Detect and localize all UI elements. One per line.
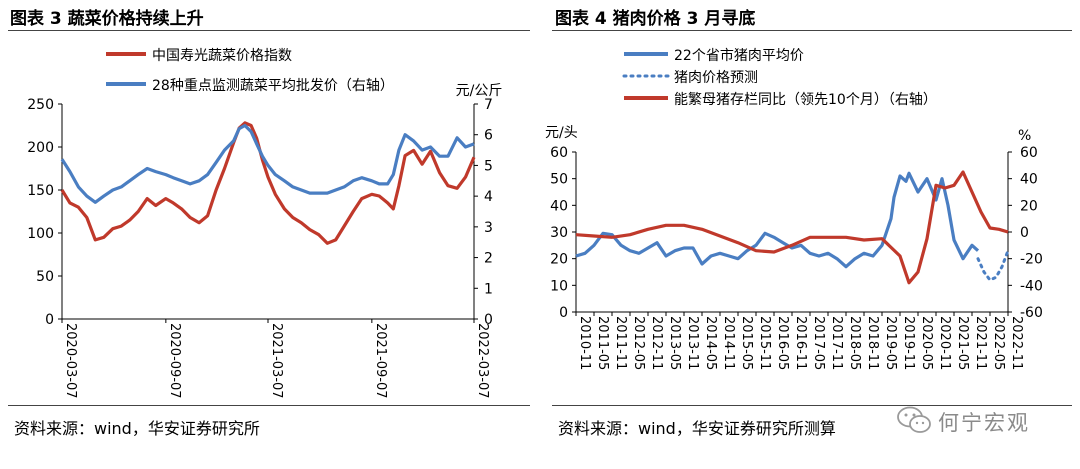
y-right-tick-label: -20 [1020,252,1043,268]
y-tick-label: 40 [550,198,568,214]
y-tick-label: 50 [36,269,54,285]
y-right-tick-label: 60 [1020,145,1038,161]
x-tick-label: 2020-03-07 [63,323,78,399]
wechat-icon [896,405,932,439]
y-tick-label: 50 [550,172,568,188]
x-tick-label: 2022-03-07 [475,323,490,399]
x-tick-label: 2021-03-07 [269,323,284,399]
left-figure-title: 图表 3 蔬菜价格持续上升 [10,9,204,29]
legend-label: 22个省市猪肉平均价 [674,47,804,64]
sow-inventory-yoy-line [575,170,1009,285]
y-right-tick-label: 5 [484,158,493,174]
watermark-text: 何宁宏观 [938,411,1030,435]
x-tick-label: 2022-05 [991,316,1006,370]
y-right-tick-label: 40 [1020,172,1038,188]
pork-price-line [575,171,980,269]
x-tick-label: 2016-11 [793,316,808,370]
y-tick-label: 20 [550,252,568,268]
x-tick-label: 2014-05 [703,316,718,370]
y-right-tick-label: -40 [1020,278,1043,294]
x-tick-label: 2020-09-07 [167,323,182,399]
y-right-tick-label: -60 [1020,305,1043,321]
x-tick-label: 2021-05 [955,316,970,370]
legend-label: 中国寿光蔬菜价格指数 [152,47,292,64]
x-tick-label: 2012-11 [649,316,664,370]
legend-label: 28种重点监测蔬菜平均批发价（右轴） [152,78,394,94]
y-right-tick-label: 0 [484,312,493,328]
x-tick-label: 2019-05 [883,316,898,370]
legend-label: 猪肉价格预测 [674,70,758,86]
y-right-axis-unit: 元/公斤 [456,83,503,99]
left-source-note: 资料来源：wind，华安证券研究所 [14,419,260,438]
x-tick-label: 2011-05 [595,316,610,370]
x-tick-label: 2017-11 [829,316,844,370]
right-title-rule [552,30,1072,31]
y-right-tick-label: 6 [484,128,493,144]
y-right-tick-label: 4 [484,189,493,205]
x-tick-label: 2021-09-07 [373,323,388,399]
x-tick-label: 2018-11 [865,316,880,370]
y-right-tick-label: 1 [484,281,493,297]
x-tick-label: 2015-05 [739,316,754,370]
y-right-tick-label: 3 [484,220,493,236]
x-tick-label: 2016-05 [775,316,790,370]
y-right-tick-label: 7 [484,97,493,113]
right-bottom-rule [552,405,1072,406]
y-tick-label: 10 [550,278,568,294]
y-axis-unit: 元/头 [545,125,578,141]
x-tick-label: 2014-11 [721,316,736,370]
x-tick-label: 2019-11 [901,316,916,370]
x-tick-label: 2012-05 [631,316,646,370]
vegetable-price-chart: 0 50 100 150 200 250 0 1 2 3 4 5 6 7元/公斤 2020-03-07 202… [27,47,503,399]
x-tick-label: 2010-11 [577,316,592,370]
x-tick-label: 2021-11 [973,316,988,370]
x-tick-label: 2011-11 [613,316,628,370]
legend-label: 能繁母猪存栏同比（领先10个月）（右轴） [674,92,937,108]
y-tick-label: 0 [45,312,54,328]
right-source-note: 资料来源：wind，华安证券研究所测算 [558,419,836,438]
right-figure-title: 图表 4 猪肉价格 3 月寻底 [555,9,756,29]
y-right-tick-label: 20 [1020,198,1038,214]
x-tick-label: 2013-11 [685,316,700,370]
y-right-axis-unit: % [1018,128,1031,144]
y-tick-label: 250 [27,97,54,113]
wholesale-price-line [60,123,475,204]
x-tick-label: 2020-11 [937,316,952,370]
x-tick-label: 2013-05 [667,316,682,370]
x-tick-label: 2022-11 [1009,316,1024,370]
y-tick-label: 100 [27,226,54,242]
x-tick-label: 2018-05 [847,316,862,370]
y-tick-label: 200 [27,140,54,156]
y-tick-label: 30 [550,225,568,241]
shouguang-index-line [60,121,476,245]
y-tick-label: 150 [27,183,54,199]
watermark: 何宁宏观 [896,404,1076,440]
x-tick-label: 2017-05 [811,316,826,370]
x-tick-label: 2020-05 [919,316,934,370]
y-right-tick-label: 2 [484,251,493,267]
x-tick-label: 2015-11 [757,316,772,370]
y-right-tick-label: 0 [1020,225,1029,241]
left-bottom-rule [8,405,530,406]
pork-forecast-line [976,249,1010,282]
y-tick-label: 60 [550,145,568,161]
left-title-rule [8,30,530,31]
y-tick-label: 0 [559,305,568,321]
pork-price-chart: 0 10 20 30 40 50 60 -60 -40 -20 0 20 40 60 元/头 % 2010-11… [545,47,1043,370]
